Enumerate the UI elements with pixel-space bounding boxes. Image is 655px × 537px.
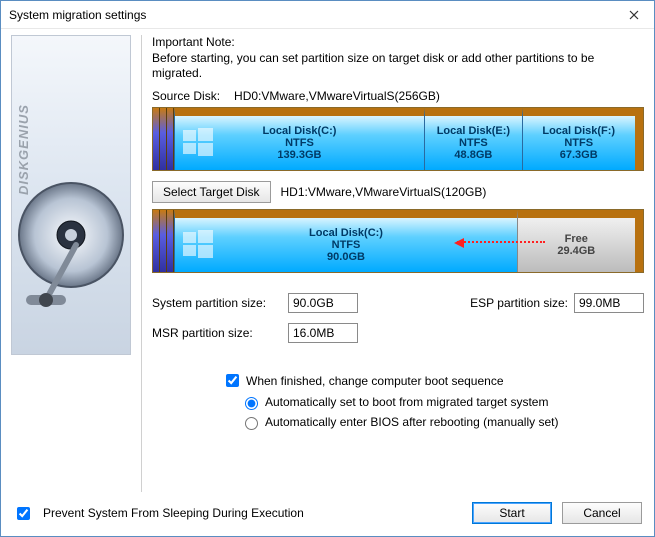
windows-flag-icon	[181, 126, 215, 163]
partition-name: Local Disk(F:)	[542, 125, 615, 137]
partition-block[interactable]: Local Disk(E:)NTFS48.8GB	[424, 108, 522, 170]
reserved-stripe	[160, 108, 167, 170]
boot-auto-bios-radio[interactable]	[245, 417, 258, 430]
window-title: System migration settings	[9, 8, 614, 22]
boot-seq-checkbox[interactable]	[226, 374, 239, 387]
partition-size: 48.8GB	[454, 149, 492, 161]
windows-flag-icon	[181, 228, 215, 265]
boot-seq-label[interactable]: When finished, change computer boot sequ…	[246, 374, 504, 388]
target-disk-value: HD1:VMware,VMwareVirtualS(120GB)	[281, 185, 487, 199]
partition-size: 67.3GB	[560, 149, 598, 161]
start-button[interactable]: Start	[472, 502, 552, 524]
system-size-input[interactable]	[288, 293, 358, 313]
partition-block[interactable]: Local Disk(F:)NTFS67.3GB	[522, 108, 635, 170]
partition-fs: NTFS	[332, 239, 361, 251]
boot-auto-bios-label[interactable]: Automatically enter BIOS after rebooting…	[265, 415, 558, 429]
titlebar: System migration settings	[1, 1, 654, 29]
prevent-sleep-checkbox[interactable]	[17, 507, 30, 520]
source-disk-value: HD0:VMware,VMwareVirtualS(256GB)	[234, 89, 440, 103]
partition-block[interactable]: Local Disk(C:)NTFS139.3GB	[174, 108, 424, 170]
prevent-sleep-label[interactable]: Prevent System From Sleeping During Exec…	[43, 506, 304, 520]
main-panel: Important Note: Before starting, you can…	[152, 35, 644, 492]
note-heading: Important Note:	[152, 35, 644, 49]
close-button[interactable]	[614, 1, 654, 29]
reserved-stripe	[167, 210, 174, 272]
boot-auto-migrated-label[interactable]: Automatically set to boot from migrated …	[265, 395, 548, 409]
esp-size-input[interactable]	[574, 293, 644, 313]
migration-window: System migration settings	[0, 0, 655, 537]
close-icon	[629, 10, 639, 20]
sidebar: DISKGENIUS	[11, 35, 131, 492]
partition-name: Local Disk(C:)	[262, 125, 336, 137]
partition-name: Local Disk(E:)	[437, 125, 510, 137]
note-body: Before starting, you can set partition s…	[152, 51, 644, 81]
source-disk-label: Source Disk:	[152, 89, 220, 103]
content-area: DISKGENIUS Important Note: Before starti…	[1, 29, 654, 502]
cancel-button[interactable]: Cancel	[562, 502, 642, 524]
partition-fs: NTFS	[459, 137, 488, 149]
partition-fs: NTFS	[285, 137, 314, 149]
select-target-button[interactable]: Select Target Disk	[152, 181, 271, 203]
partition-name: Local Disk(C:)	[309, 227, 383, 239]
brand-text: DISKGENIUS	[16, 104, 31, 195]
reserved-stripe	[153, 210, 160, 272]
source-disk-row: Source Disk: HD0:VMware,VMwareVirtualS(2…	[152, 89, 644, 103]
target-select-row: Select Target Disk HD1:VMware,VMwareVirt…	[152, 181, 644, 203]
system-size-label: System partition size:	[152, 296, 282, 310]
hdd-icon: DISKGENIUS	[16, 45, 126, 345]
target-disk-bar[interactable]: Local Disk(C:)NTFS90.0GB Free29.4GB	[152, 209, 644, 273]
hdd-illustration: DISKGENIUS	[11, 35, 131, 355]
msr-size-input[interactable]	[288, 323, 358, 343]
source-disk-bar: Local Disk(C:)NTFS139.3GBLocal Disk(E:)N…	[152, 107, 644, 171]
reserved-stripe	[153, 108, 160, 170]
resize-arrow-icon[interactable]	[457, 241, 545, 243]
footer: Prevent System From Sleeping During Exec…	[1, 502, 654, 536]
boot-auto-migrated-radio[interactable]	[245, 397, 258, 410]
msr-size-label: MSR partition size:	[152, 326, 282, 340]
partition-size: 29.4GB	[557, 245, 595, 257]
partition-size: 90.0GB	[327, 251, 365, 263]
vertical-divider	[141, 35, 142, 492]
partition-name: Free	[565, 233, 588, 245]
esp-size-label: ESP partition size:	[470, 296, 568, 310]
system-size-row: System partition size: ESP partition siz…	[152, 293, 644, 313]
msr-size-row: MSR partition size:	[152, 323, 644, 343]
partition-size: 139.3GB	[277, 149, 321, 161]
boot-options: When finished, change computer boot sequ…	[152, 371, 644, 434]
reserved-stripe	[160, 210, 167, 272]
partition-fs: NTFS	[564, 137, 593, 149]
reserved-stripe	[167, 108, 174, 170]
